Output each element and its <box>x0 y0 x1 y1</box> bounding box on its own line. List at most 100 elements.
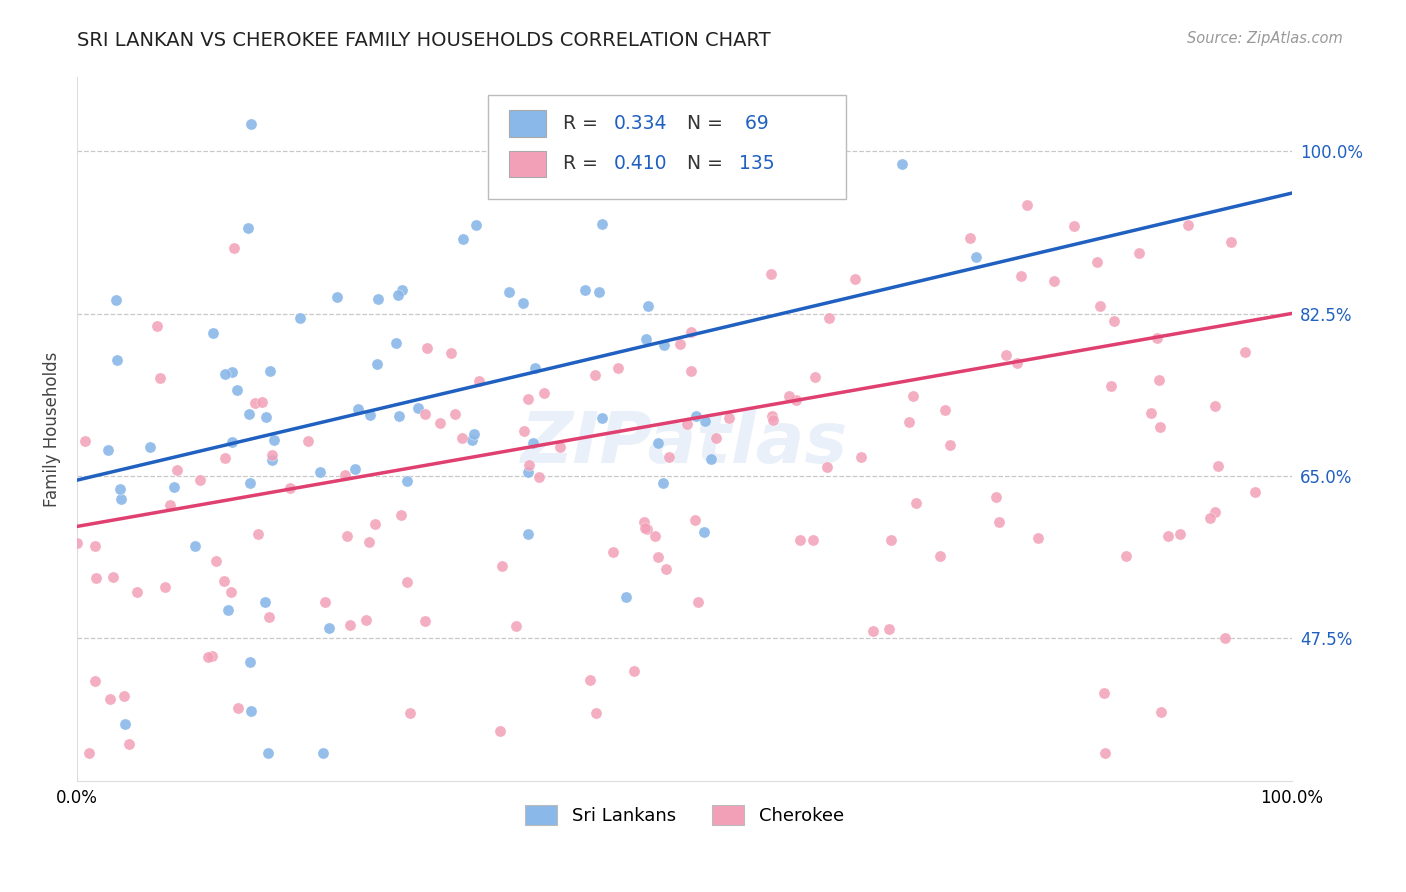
Point <box>83 539 105 553</box>
Point <box>77 746 100 760</box>
Point <box>614 590 637 604</box>
Point <box>429 416 451 430</box>
Point <box>105 293 128 307</box>
Point <box>66 536 89 550</box>
Point <box>385 336 408 351</box>
Point <box>1063 219 1085 234</box>
Point <box>312 746 335 760</box>
Point <box>818 310 841 325</box>
Point <box>607 361 630 376</box>
Point <box>1094 746 1116 760</box>
Point <box>652 476 675 491</box>
Point <box>278 481 301 495</box>
Point <box>934 402 956 417</box>
Point <box>146 319 169 334</box>
Point <box>389 508 412 522</box>
Point <box>359 409 381 423</box>
Point <box>387 287 409 301</box>
Point <box>1168 527 1191 541</box>
Point <box>759 267 782 281</box>
Point <box>987 515 1010 529</box>
Point <box>166 462 188 476</box>
Point <box>254 409 277 424</box>
Point <box>463 426 485 441</box>
Point <box>406 401 429 416</box>
Bar <box>488 95 846 199</box>
Point <box>513 424 536 438</box>
Point <box>214 450 236 465</box>
Point <box>259 364 281 378</box>
Point <box>1244 484 1267 499</box>
Point <box>101 570 124 584</box>
Point <box>1219 235 1241 249</box>
Point <box>214 574 236 588</box>
Point <box>238 407 260 421</box>
Point <box>498 285 520 299</box>
Point <box>815 460 838 475</box>
Point <box>533 386 555 401</box>
Bar <box>509 110 546 136</box>
Point <box>257 746 280 760</box>
Point <box>84 571 107 585</box>
Point <box>1208 458 1230 473</box>
Point <box>688 595 710 609</box>
Point <box>679 325 702 339</box>
Point <box>548 440 571 454</box>
Point <box>844 272 866 286</box>
Point <box>114 717 136 731</box>
Point <box>221 364 243 378</box>
Point <box>1115 549 1137 563</box>
Point <box>139 440 162 454</box>
Point <box>1090 299 1112 313</box>
Point <box>1149 373 1171 387</box>
Point <box>343 462 366 476</box>
Point <box>574 284 596 298</box>
Point <box>761 413 783 427</box>
Point <box>965 250 987 264</box>
Text: N =: N = <box>686 113 728 133</box>
Point <box>367 292 389 306</box>
Point <box>308 465 330 479</box>
Point <box>1085 255 1108 269</box>
Point <box>789 533 811 547</box>
Point <box>636 522 658 536</box>
Point <box>959 231 981 245</box>
Point <box>905 496 928 510</box>
Point <box>1128 246 1150 260</box>
Point <box>658 450 681 464</box>
Point <box>1157 529 1180 543</box>
Point <box>491 558 513 573</box>
Point <box>153 580 176 594</box>
Point <box>637 299 659 313</box>
Point <box>862 624 884 638</box>
Point <box>239 117 262 131</box>
Point <box>489 724 512 739</box>
Point <box>318 621 340 635</box>
Text: ZIPatlas: ZIPatlas <box>520 409 848 478</box>
Text: R =: R = <box>562 113 603 133</box>
Point <box>655 561 678 575</box>
Point <box>679 364 702 378</box>
Point <box>901 389 924 403</box>
Legend: Sri Lankans, Cherokee: Sri Lankans, Cherokee <box>524 805 844 825</box>
Point <box>1233 344 1256 359</box>
Text: 69: 69 <box>740 113 769 133</box>
Point <box>647 436 669 450</box>
Point <box>214 367 236 381</box>
Point <box>803 370 825 384</box>
Point <box>778 389 800 403</box>
Point <box>1204 399 1226 413</box>
Point <box>314 595 336 609</box>
Point <box>336 528 359 542</box>
Point <box>683 512 706 526</box>
Point <box>188 473 211 487</box>
Point <box>517 392 540 407</box>
Point <box>785 392 807 407</box>
Point <box>201 326 224 340</box>
Point <box>505 618 527 632</box>
Point <box>395 574 418 589</box>
Point <box>652 337 675 351</box>
Point <box>527 470 550 484</box>
Point <box>1043 274 1066 288</box>
Point <box>1149 419 1171 434</box>
